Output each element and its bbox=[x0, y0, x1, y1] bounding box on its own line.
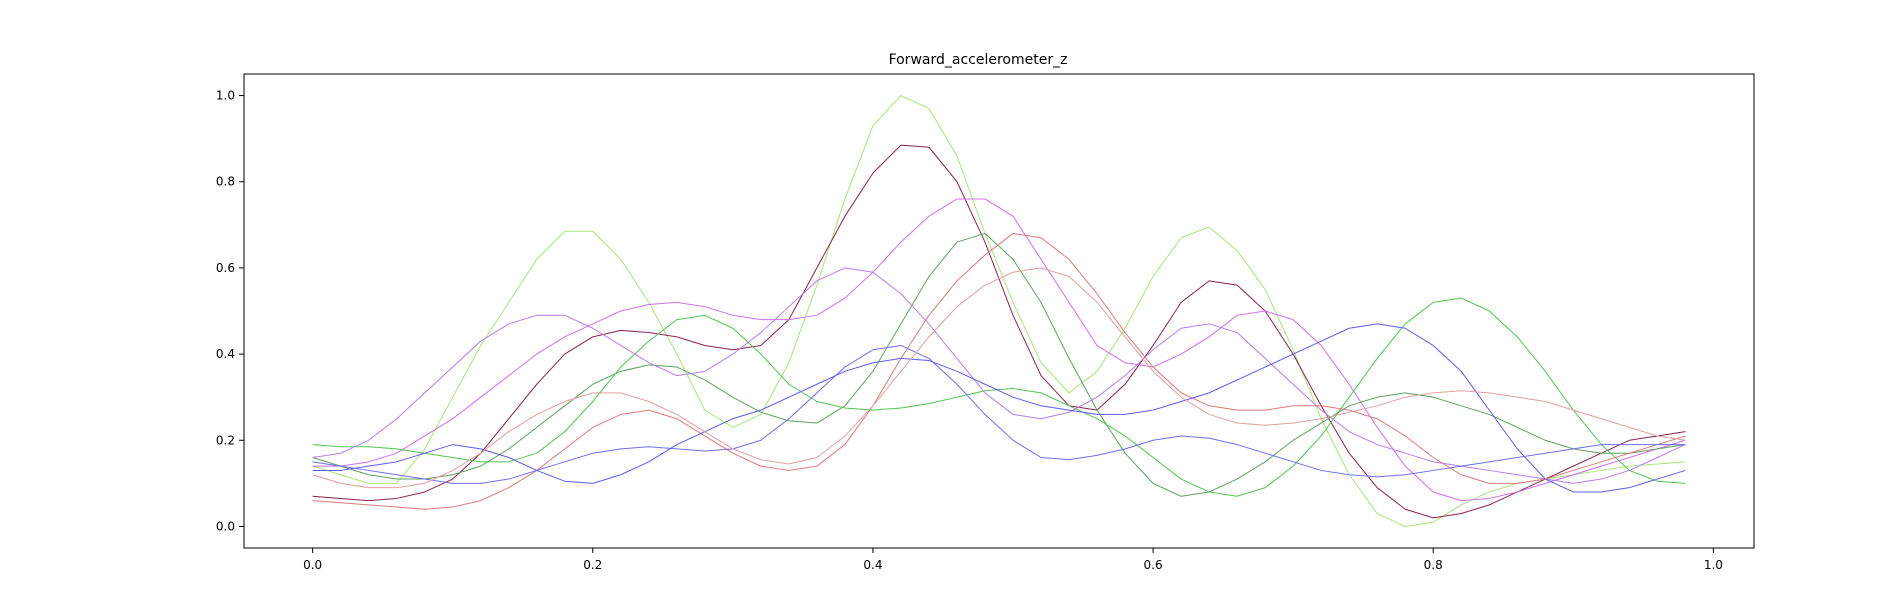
series-line-6 bbox=[312, 267, 1686, 484]
y-tick-label: 0.0 bbox=[216, 519, 235, 533]
series-layer bbox=[312, 95, 1686, 527]
x-tick-label: 0.8 bbox=[1424, 558, 1443, 572]
y-tick-label: 0.8 bbox=[216, 175, 235, 189]
series-line-10 bbox=[312, 267, 1686, 489]
axes-layer: 0.0 0.2 0.4 0.6 0.8 1.0 0.0 0.2 0.4 0.6 0.8 1.0 bbox=[216, 73, 1755, 572]
x-tick-label: 1.0 bbox=[1704, 558, 1723, 572]
series-line-4 bbox=[312, 232, 1686, 497]
y-tick-label: 0.2 bbox=[216, 433, 235, 447]
series-line-3 bbox=[312, 198, 1686, 502]
x-tick-label: 0.6 bbox=[1144, 558, 1163, 572]
series-line-1 bbox=[312, 95, 1686, 527]
x-tick-label: 0.4 bbox=[863, 558, 882, 572]
y-tick-label: 0.6 bbox=[216, 261, 235, 275]
x-tick-label: 0.2 bbox=[583, 558, 602, 572]
series-line-9 bbox=[312, 323, 1686, 493]
series-line-8 bbox=[312, 344, 1686, 484]
chart-title: Forward_accelerometer_z bbox=[889, 52, 1068, 68]
series-line-7 bbox=[312, 232, 1686, 510]
series-line-5 bbox=[312, 297, 1686, 497]
y-tick-label: 1.0 bbox=[216, 89, 235, 103]
x-tick-label: 0.0 bbox=[303, 558, 322, 572]
y-tick-label: 0.4 bbox=[216, 347, 235, 361]
plot-frame bbox=[243, 73, 1755, 549]
